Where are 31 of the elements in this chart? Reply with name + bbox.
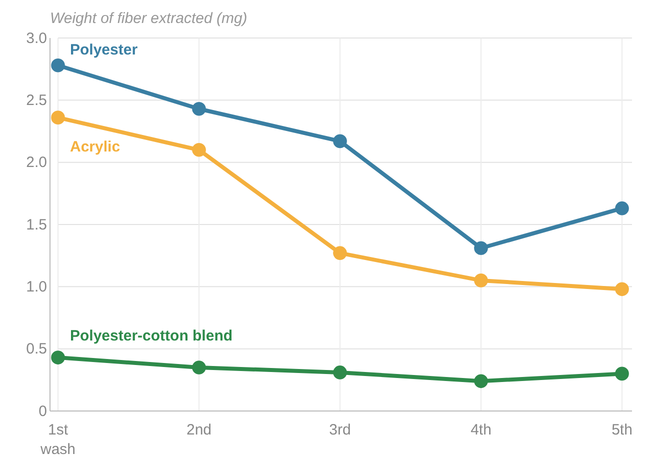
point bbox=[192, 143, 206, 157]
series-label: Polyester bbox=[70, 41, 138, 58]
point bbox=[474, 274, 488, 288]
series-label: Polyester-cotton blend bbox=[70, 328, 233, 345]
point bbox=[192, 360, 206, 374]
series-label: Acrylic bbox=[70, 138, 120, 156]
x-tick-label: 4th bbox=[470, 422, 492, 439]
point bbox=[333, 246, 347, 260]
point bbox=[51, 58, 65, 72]
x-tick-label: 1st wash bbox=[39, 422, 76, 458]
point bbox=[51, 350, 65, 364]
chart-title: Weight of fiber extracted (mg) bbox=[50, 10, 248, 27]
y-tick-label: 1.5 bbox=[26, 216, 47, 234]
point bbox=[615, 282, 629, 296]
y-tick-label: 1.0 bbox=[26, 278, 47, 296]
point bbox=[615, 201, 629, 216]
x-tick-label: 2nd bbox=[186, 422, 212, 439]
point bbox=[615, 366, 629, 381]
point bbox=[474, 241, 488, 256]
point bbox=[51, 110, 65, 124]
x-tick-label: 5th bbox=[612, 422, 632, 439]
y-tick-label: 0 bbox=[38, 402, 47, 420]
y-tick-label: 3.0 bbox=[26, 30, 47, 47]
y-tick-label: 2.0 bbox=[26, 154, 47, 172]
y-tick-label: 2.5 bbox=[26, 92, 47, 109]
point bbox=[333, 134, 347, 148]
point bbox=[474, 374, 488, 388]
point bbox=[192, 102, 206, 116]
y-tick-label: 0.5 bbox=[26, 340, 47, 358]
x-tick-label: 3rd bbox=[329, 422, 351, 439]
point bbox=[333, 366, 347, 380]
